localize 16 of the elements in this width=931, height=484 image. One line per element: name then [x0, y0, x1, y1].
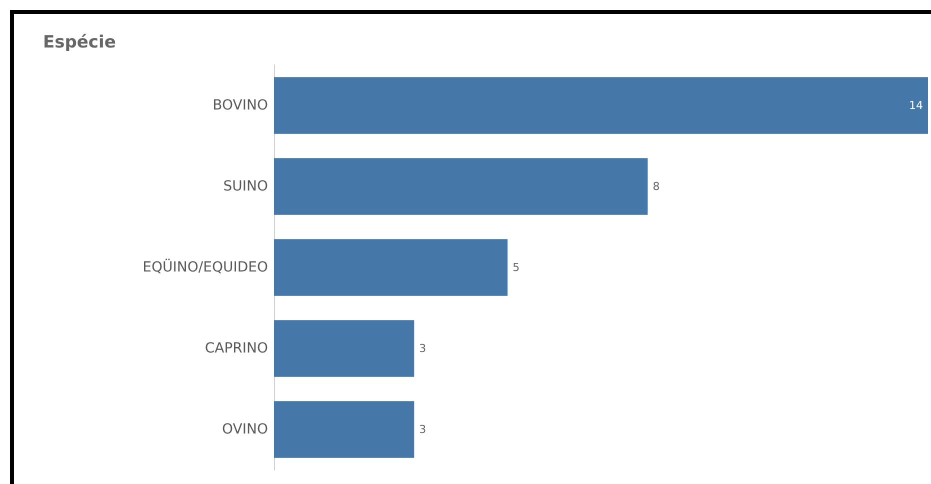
bar — [274, 158, 648, 215]
y-tick-label: OVINO — [222, 422, 268, 438]
data-label: 5 — [512, 261, 520, 274]
data-label: 8 — [652, 180, 660, 193]
data-label: 3 — [419, 342, 426, 355]
y-tick-label: BOVINO — [212, 98, 268, 114]
y-tick-label: EQÜINO/EQUIDEO — [142, 258, 268, 276]
bar — [274, 77, 928, 134]
y-tick-label: CAPRINO — [204, 340, 268, 356]
text: Espécie — [43, 32, 116, 52]
bar — [274, 239, 508, 296]
bar — [274, 320, 414, 377]
data-label: 14 — [909, 99, 923, 112]
bar — [274, 401, 414, 458]
y-tick-label: SUINO — [223, 178, 268, 194]
data-label: 3 — [419, 423, 426, 436]
